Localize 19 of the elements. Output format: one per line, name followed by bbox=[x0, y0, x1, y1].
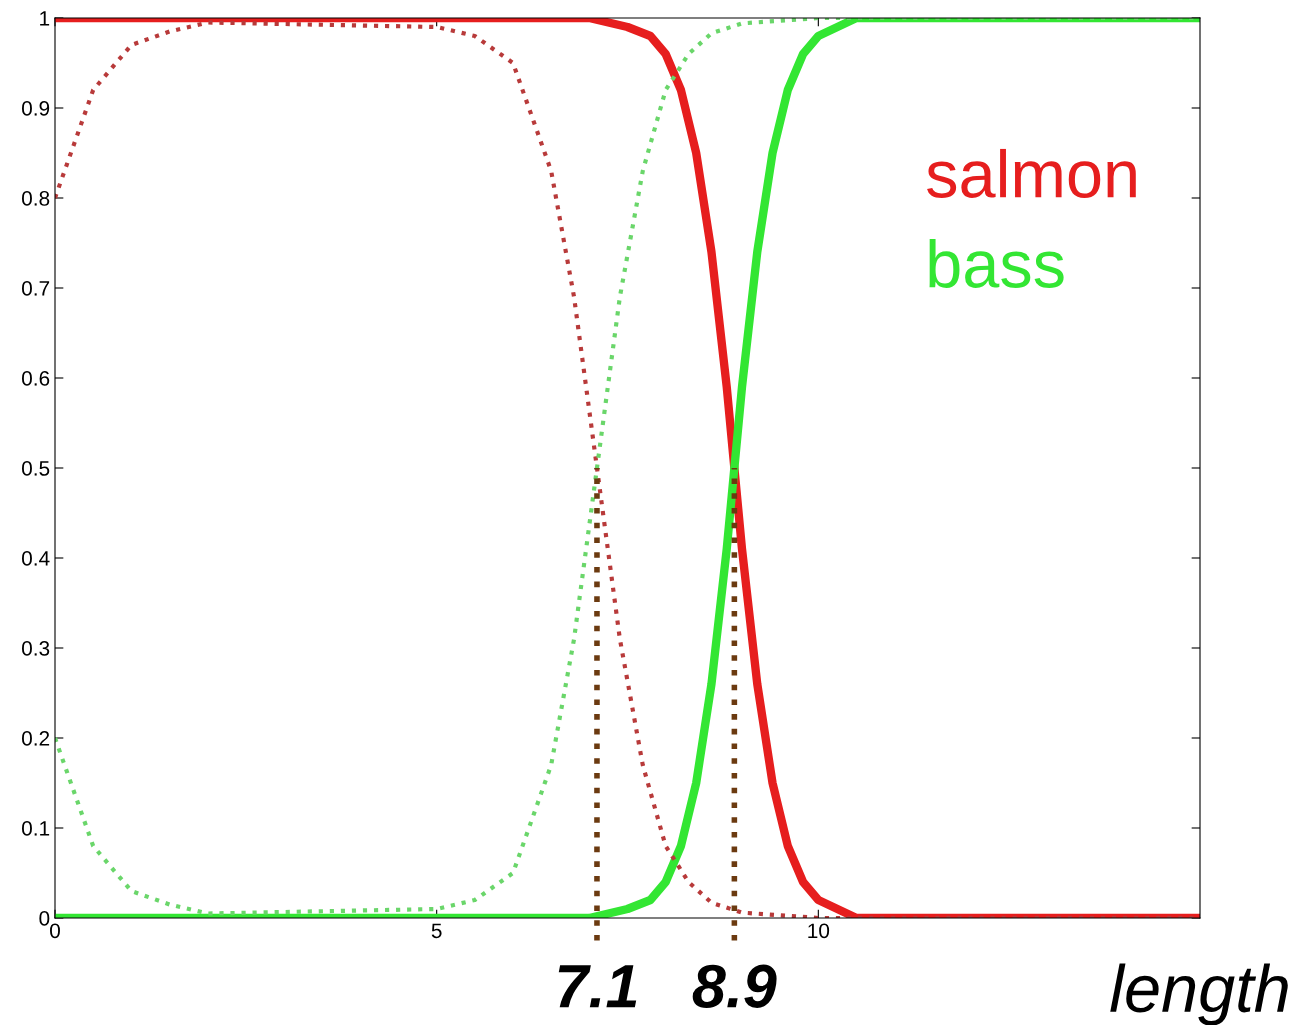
text: salmon bbox=[927, 148, 1136, 198]
y-tick-label: 0.1 bbox=[21, 821, 50, 836]
y-tick-label: 1 bbox=[40, 11, 50, 26]
x-tick-label: 10 bbox=[808, 923, 830, 939]
y-tick-label: 0.9 bbox=[21, 101, 50, 116]
y-tick-label: 0.8 bbox=[21, 191, 50, 206]
x-axis-title: length bbox=[1110, 963, 1288, 1025]
x-tick-label: 5 bbox=[431, 923, 442, 939]
x-tick-label: 0 bbox=[50, 923, 60, 939]
y-tick-label: 0.3 bbox=[21, 641, 50, 656]
ref-line-label: 8.9 bbox=[692, 964, 777, 1008]
y-tick-label: 0.7 bbox=[21, 281, 50, 296]
ref-line-label: 7.1 bbox=[558, 965, 637, 1008]
y-tick-label: 0.5 bbox=[21, 461, 50, 476]
y-tick-label: 0.2 bbox=[21, 731, 50, 746]
text: bass bbox=[929, 238, 1064, 288]
y-tick-label: 0.4 bbox=[21, 551, 50, 566]
y-tick-label: 0 bbox=[39, 911, 50, 926]
y-tick-label: 0.6 bbox=[21, 371, 50, 386]
